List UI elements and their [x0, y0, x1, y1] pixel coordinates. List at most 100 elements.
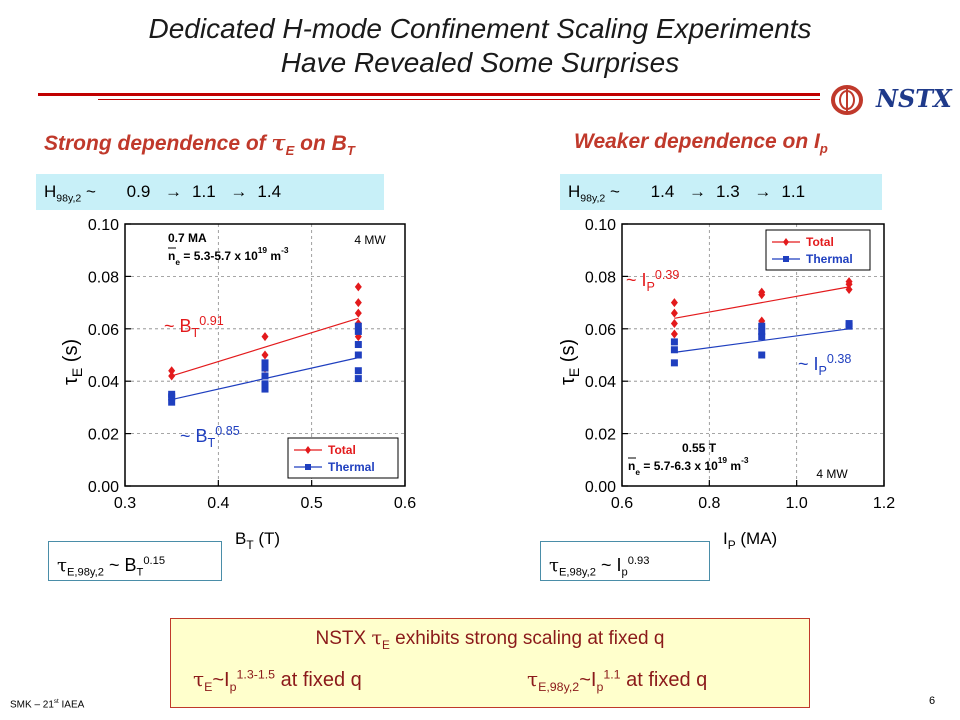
title-rule-thick	[38, 93, 820, 96]
x-tick-label: 0.6	[394, 495, 416, 512]
right-scaling-box: τE,98y,2 ~ Ip0.93	[540, 541, 710, 581]
nstx-logo-icon	[831, 85, 863, 115]
legend-label-thermal: Thermal	[328, 460, 375, 474]
legend-box	[765, 229, 871, 271]
annotation-power: 4 MW	[816, 467, 848, 481]
nstx-logo-text: NSTX	[876, 84, 952, 113]
legend-marker-total	[305, 446, 311, 454]
fit-label-thermal: ~ BT0.85	[180, 424, 240, 450]
y-tick-label: 0.08	[585, 269, 616, 286]
data-point-thermal	[670, 359, 678, 367]
fit-label-thermal: ~ IP0.38	[798, 352, 851, 378]
x-axis-label: BT (T)	[235, 529, 280, 552]
legend-box	[287, 437, 399, 479]
x-tick-label: 0.6	[611, 495, 633, 512]
data-point-total	[758, 287, 766, 297]
data-point-total	[354, 282, 362, 292]
y-tick-label: 0.06	[585, 322, 616, 339]
y-axis-label: τE (s)	[60, 339, 85, 385]
x-tick-label: 1.2	[873, 495, 895, 512]
data-point-thermal	[354, 327, 362, 335]
annotation-density: ne = 5.7-6.3 x 1019 m-3	[628, 455, 749, 477]
data-point-thermal	[758, 351, 766, 359]
title-rule-thin	[98, 99, 820, 100]
annotation-power: 4 MW	[354, 233, 386, 247]
y-tick-label: 0.08	[88, 269, 119, 286]
data-point-thermal	[758, 327, 766, 335]
x-tick-label: 0.3	[114, 495, 136, 512]
right-heading: Weaker dependence on Ip	[574, 130, 828, 157]
data-point-total	[261, 332, 269, 342]
left-chart: 0.00 0.02 0.04 0.06 0.08 0.10 0.3 0.4 0.5 0.6 BT (…	[60, 217, 416, 552]
y-tick-label: 0.10	[585, 217, 616, 234]
summary-h98-scaling-fixed-q: τE,98y,2~Ip1.1 at fixed q	[527, 667, 708, 694]
data-point-thermal	[758, 322, 766, 330]
x-axis-label: IP (MA)	[723, 529, 777, 552]
slide-title-line2: Have Revealed Some Surprises	[280, 47, 680, 78]
plot-frame	[124, 223, 406, 487]
data-point-total	[670, 329, 678, 339]
data-point-total	[168, 371, 176, 381]
fit-line-total	[171, 317, 359, 377]
data-point-thermal	[261, 364, 269, 372]
y-tick-label: 0.06	[88, 322, 119, 339]
data-point-thermal	[261, 359, 269, 367]
fit-line-thermal	[674, 328, 850, 353]
data-point-thermal	[261, 380, 269, 388]
x-tick-label: 0.8	[698, 495, 720, 512]
fit-label-total: ~ BT0.91	[164, 314, 224, 340]
left-heading: Strong dependence of τE on BT	[44, 130, 355, 159]
data-point-thermal	[354, 341, 362, 349]
data-point-thermal	[670, 346, 678, 354]
legend-marker-thermal	[305, 464, 311, 470]
y-tick-label: 0.10	[88, 217, 119, 234]
legend-marker-thermal	[783, 256, 789, 262]
data-point-thermal	[845, 320, 853, 328]
data-point-total	[670, 319, 678, 329]
page-number: 6	[929, 695, 936, 707]
y-tick-label: 0.04	[88, 374, 119, 391]
summary-scaling-fixed-q: τE~Ip1.3-1.5 at fixed q	[193, 667, 362, 694]
fit-label-total: ~ IP0.39	[626, 268, 679, 294]
fit-line-total	[674, 286, 850, 319]
data-point-total	[670, 298, 678, 308]
data-point-thermal	[354, 375, 362, 383]
legend-label-total: Total	[806, 235, 834, 249]
data-point-total	[845, 277, 853, 287]
y-axis-label: τE (s)	[560, 339, 582, 385]
data-point-thermal	[261, 385, 269, 393]
data-point-total	[354, 308, 362, 318]
legend-label-total: Total	[328, 443, 356, 457]
data-point-thermal	[354, 322, 362, 330]
data-point-total	[354, 298, 362, 308]
data-point-thermal	[354, 351, 362, 359]
right-h98-box: H98y,2 ~ 1.4 → 1.3 → 1.1	[560, 174, 882, 210]
data-point-thermal	[354, 367, 362, 375]
y-tick-label: 0.00	[585, 479, 616, 496]
annotation-current: 0.55 T	[682, 441, 717, 455]
left-h98-box: H98y,2 ~ 0.9 → 1.1 → 1.4	[36, 174, 384, 210]
data-point-thermal	[670, 338, 678, 346]
data-point-thermal	[168, 398, 176, 406]
data-point-total	[261, 350, 269, 360]
legend-marker-total	[783, 238, 789, 246]
right-chart: 0.00 0.02 0.04 0.06 0.08 0.10 0.6 0.8 1.0 1.2 IP (…	[560, 217, 895, 552]
slide-title-line1: Dedicated H-mode Confinement Scaling Exp…	[148, 13, 812, 44]
legend-label-thermal: Thermal	[806, 252, 853, 266]
data-point-total	[845, 285, 853, 294]
data-point-total	[670, 308, 678, 318]
data-point-thermal	[758, 333, 766, 341]
left-scaling-box: τE,98y,2 ~ BT0.15	[48, 541, 222, 581]
x-tick-label: 0.4	[207, 495, 229, 512]
annotation-density: ne = 5.3-5.7 x 1019 m-3	[168, 245, 289, 267]
x-tick-label: 1.0	[786, 495, 808, 512]
y-tick-label: 0.02	[585, 427, 616, 444]
summary-box: NSTX τE exhibits strong scaling at fixed…	[170, 618, 810, 708]
plot-frame	[621, 223, 885, 487]
y-tick-label: 0.00	[88, 479, 119, 496]
y-tick-label: 0.04	[585, 374, 616, 391]
footer-text: SMK – 21st IAEA	[10, 698, 85, 711]
summary-line1: NSTX τE exhibits strong scaling at fixed…	[315, 627, 665, 652]
x-tick-label: 0.5	[301, 495, 323, 512]
data-point-total	[168, 366, 176, 376]
